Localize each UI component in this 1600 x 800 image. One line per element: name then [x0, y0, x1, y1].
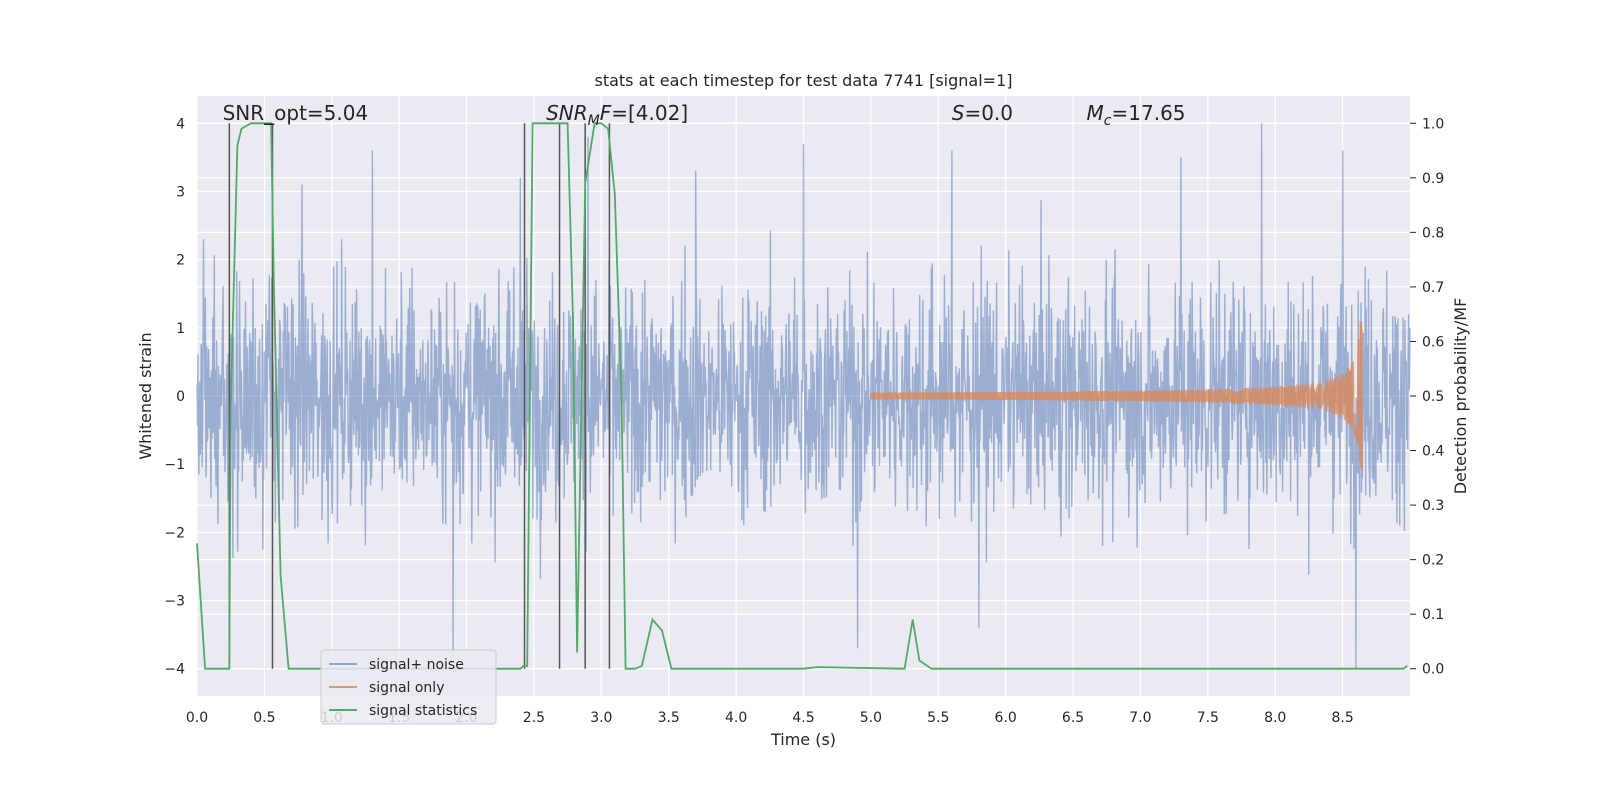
x-tick-label: 0.5: [253, 710, 275, 726]
annotation-1: SNRMF=[4.02]: [546, 101, 688, 129]
legend-entry-signal-noise: signal+ noise: [369, 657, 464, 673]
legend-entry-signal-statistics: signal statistics: [369, 703, 477, 719]
y-tick-label: 0: [176, 389, 185, 405]
y-right-tick-label: 0.5: [1422, 389, 1444, 405]
x-tick-label: 8.5: [1331, 710, 1353, 726]
x-tick-label: 5.5: [927, 710, 949, 726]
y-right-tick-label: 0.7: [1422, 280, 1444, 296]
y-right-tick-label: 1.0: [1422, 116, 1444, 132]
legend-box: [320, 649, 497, 725]
y-tick-label: −2: [164, 525, 185, 541]
x-tick-label: 7.5: [1197, 710, 1219, 726]
x-tick-label: 6.0: [995, 710, 1017, 726]
y-tick-label: 2: [176, 253, 185, 269]
y-right-tick-label: 0.1: [1422, 607, 1444, 623]
y-tick-label: 1: [176, 321, 185, 337]
x-tick-label: 3.5: [658, 710, 680, 726]
y-tick-label: −1: [164, 457, 185, 473]
y-right-tick-label: 0.9: [1422, 171, 1444, 187]
y-axis-label: Whitened strain: [136, 332, 155, 459]
x-tick-label: 4.0: [725, 710, 747, 726]
y-right-tick-label: 0.6: [1422, 334, 1444, 350]
y-right-axis-label: Detection probability/MF: [1451, 298, 1470, 495]
signal-statistics-line: [196, 122, 1408, 670]
y-right-tick-label: 0.0: [1422, 662, 1444, 678]
x-tick-label: 5.0: [860, 710, 882, 726]
y-right-tick-label: 0.8: [1422, 225, 1444, 241]
annotation-2: S=0.0: [952, 101, 1013, 125]
signal-noise-series: [196, 123, 1411, 669]
x-tick-label: 7.0: [1129, 710, 1151, 726]
x-tick-label: 8.0: [1264, 710, 1286, 726]
y-right-tick-label: 0.2: [1422, 553, 1444, 569]
y-right-tick-label: 0.3: [1422, 498, 1444, 514]
x-tick-label: 3.0: [590, 710, 612, 726]
signal-only-line: [870, 321, 1364, 471]
x-tick-label: 0.0: [186, 710, 208, 726]
vertical-marker-lines: [228, 123, 611, 669]
signal-statistics-series: [196, 122, 1408, 670]
x-tick-label: 4.5: [792, 710, 814, 726]
x-tick-label: 6.5: [1062, 710, 1084, 726]
y-tick-label: 4: [176, 116, 185, 132]
y-tick-label: −3: [164, 594, 185, 610]
chart-title: stats at each timestep for test data 774…: [594, 71, 1012, 90]
grid: [196, 96, 1410, 696]
y-tick-labels: −4 −3 −2 −1 0 1 2 3 4: [164, 116, 185, 677]
y-right-tick-label: 0.4: [1422, 444, 1444, 460]
annotation-3: Mc=17.65: [1087, 101, 1186, 129]
y-tick-label: −4: [164, 662, 185, 678]
annotation-0: SNR_opt=5.04: [223, 101, 369, 125]
signal-noise-line: [196, 123, 1411, 669]
legend-entry-signal-only: signal only: [369, 680, 444, 696]
annotations: SNR_opt=5.04 SNRMF=[4.02] S=0.0 Mc=17.65: [223, 101, 1186, 129]
legend: signal+ noise signal only signal statist…: [320, 649, 497, 725]
x-tick-label: 2.5: [523, 710, 545, 726]
signal-only-series: [870, 321, 1364, 471]
y-tick-label: 3: [176, 184, 185, 200]
x-axis-label: Time (s): [770, 730, 836, 749]
y-right-tick-labels: 0.0 0.1 0.2 0.3 0.4 0.5 0.6 0.7 0.8 0.9 1.0: [1410, 116, 1444, 678]
